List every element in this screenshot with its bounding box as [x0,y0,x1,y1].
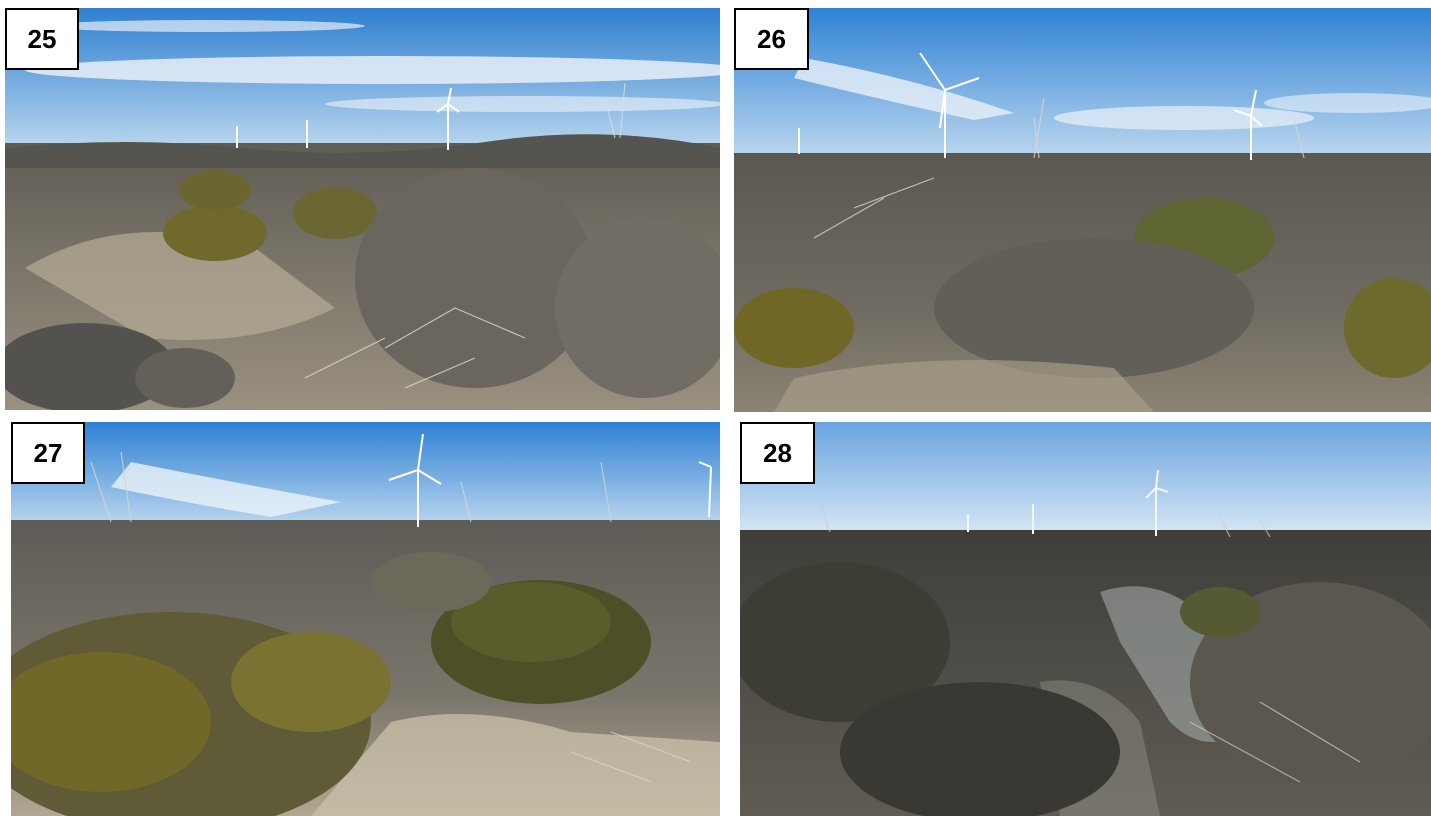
landscape-photo [5,8,720,410]
panel-number-label: 26 [734,8,809,70]
panel-number-label: 27 [11,422,85,484]
landscape-photo [11,422,720,816]
photo-panel-26: 26 [734,8,1431,412]
landscape-photo [734,8,1431,412]
photo-panel-28: 28 [740,422,1431,816]
panel-number-label: 25 [5,8,79,70]
panel-number-label: 28 [740,422,815,484]
landscape-photo [740,422,1431,816]
photo-panel-25: 25 [5,8,720,410]
photo-panel-27: 27 [11,422,720,816]
